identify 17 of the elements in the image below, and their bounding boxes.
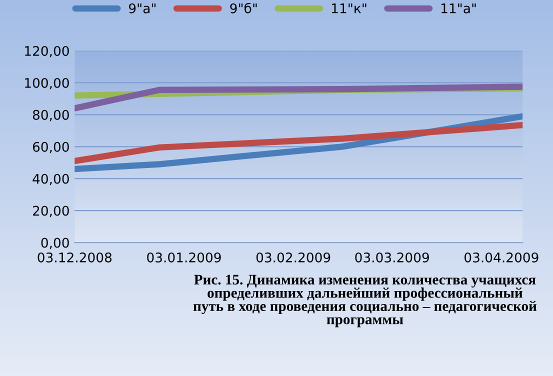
x-tick-label: 03.12.2008 xyxy=(38,252,112,262)
y-tick-label: 100,00 xyxy=(25,78,69,90)
y-tick-label: 80,00 xyxy=(32,110,69,122)
y-tick-label: 20,00 xyxy=(32,206,69,218)
y-tick-label: 60,00 xyxy=(32,142,69,154)
y-tick-label: 120,00 xyxy=(25,46,69,58)
legend-label: 9"а" xyxy=(128,3,156,14)
x-tick-label: 03.04.2009 xyxy=(464,252,538,262)
legend-label: 11"а" xyxy=(442,4,476,14)
x-tick-label: 03.01.2009 xyxy=(147,252,221,262)
y-tick-label: 40,00 xyxy=(32,174,69,186)
y-tick-label: 0,00 xyxy=(41,238,69,250)
text: Рис. 15. Динамика изменения количества учащихся определивших дальнейший профессиональный путь в ходе проведения социально – педагогической программы xyxy=(193,274,537,328)
legend-label: 9"б" xyxy=(230,2,257,14)
x-tick-label: 03.03.2009 xyxy=(355,252,429,262)
x-tick-label: 03.02.2009 xyxy=(256,252,330,262)
legend-label: 11"к" xyxy=(332,4,366,14)
